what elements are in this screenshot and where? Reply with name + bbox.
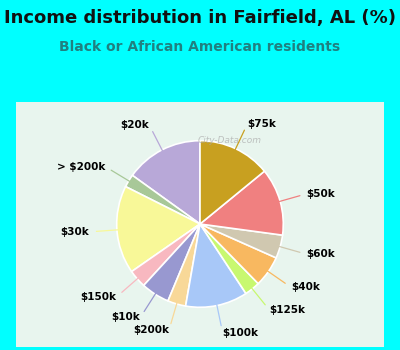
Wedge shape xyxy=(200,224,276,284)
Wedge shape xyxy=(200,224,282,258)
Text: City-Data.com: City-Data.com xyxy=(198,136,262,145)
Text: > $200k: > $200k xyxy=(57,162,105,172)
Text: $10k: $10k xyxy=(112,313,140,322)
Text: $200k: $200k xyxy=(133,326,169,335)
Wedge shape xyxy=(117,187,200,272)
Text: Black or African American residents: Black or African American residents xyxy=(60,40,340,54)
Text: $150k: $150k xyxy=(80,292,116,302)
Text: $75k: $75k xyxy=(248,119,276,129)
Wedge shape xyxy=(126,175,200,224)
Text: $60k: $60k xyxy=(307,249,336,259)
Wedge shape xyxy=(200,141,264,224)
Wedge shape xyxy=(132,141,200,224)
Wedge shape xyxy=(186,224,246,307)
Wedge shape xyxy=(132,224,200,285)
Wedge shape xyxy=(144,224,200,301)
Text: $40k: $40k xyxy=(291,282,320,292)
Wedge shape xyxy=(168,224,200,306)
Wedge shape xyxy=(200,171,283,235)
Text: Income distribution in Fairfield, AL (%): Income distribution in Fairfield, AL (%) xyxy=(4,9,396,27)
Text: $50k: $50k xyxy=(307,189,336,199)
Text: $100k: $100k xyxy=(222,328,258,337)
Wedge shape xyxy=(200,224,258,294)
Text: $20k: $20k xyxy=(121,120,150,130)
Text: $125k: $125k xyxy=(270,305,306,315)
Text: $30k: $30k xyxy=(61,227,89,237)
